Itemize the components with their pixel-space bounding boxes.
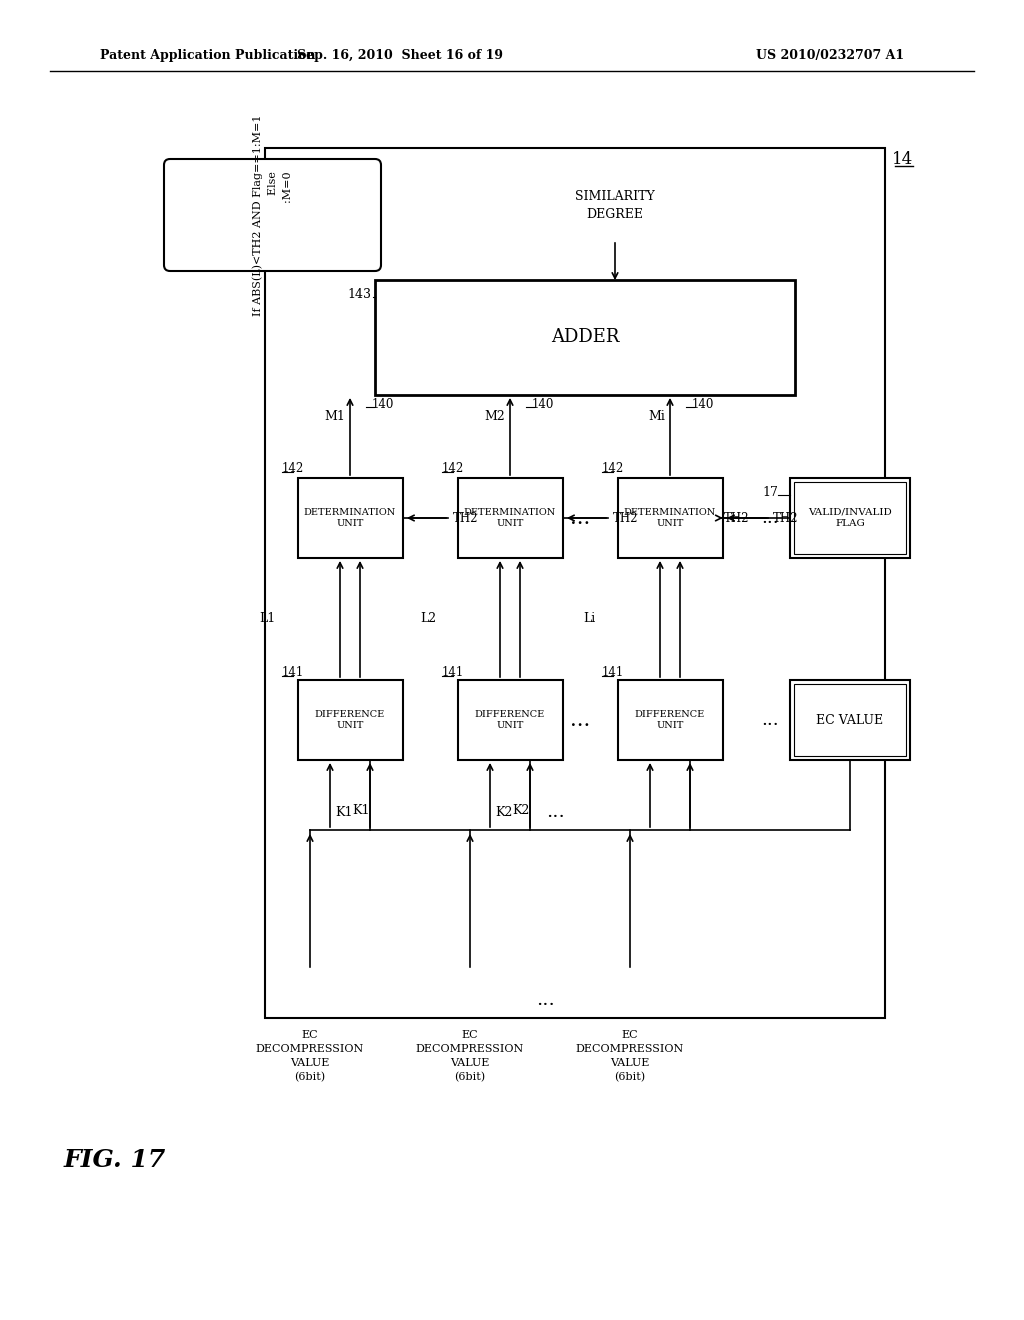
Text: TH2: TH2 <box>613 511 639 524</box>
Text: EC
DECOMPRESSION
VALUE
(6bit): EC DECOMPRESSION VALUE (6bit) <box>416 1030 524 1082</box>
Bar <box>278 458 418 789</box>
Text: TH2: TH2 <box>453 511 478 524</box>
Bar <box>458 478 563 558</box>
Text: K1: K1 <box>352 804 370 817</box>
Text: Li: Li <box>584 612 596 626</box>
Bar <box>618 478 723 558</box>
Bar <box>790 478 910 558</box>
Text: TH2: TH2 <box>773 511 799 524</box>
Text: 140: 140 <box>532 399 554 412</box>
Text: Sep. 16, 2010  Sheet 16 of 19: Sep. 16, 2010 Sheet 16 of 19 <box>297 49 503 62</box>
Text: If ABS(L)<TH2 AND Flag==1:M=1
                  Else
                :M=0: If ABS(L)<TH2 AND Flag==1:M=1 Else :M=0 <box>253 115 293 315</box>
Text: ...: ... <box>570 710 590 730</box>
Text: 141: 141 <box>602 665 625 678</box>
Text: 141: 141 <box>442 665 464 678</box>
Text: ...: ... <box>536 991 554 1008</box>
Text: DETERMINATION
UNIT: DETERMINATION UNIT <box>624 508 716 528</box>
FancyBboxPatch shape <box>164 158 381 271</box>
Bar <box>790 680 910 760</box>
Text: DETERMINATION
UNIT: DETERMINATION UNIT <box>304 508 396 528</box>
Bar <box>618 680 723 760</box>
Bar <box>458 680 563 760</box>
Bar <box>794 482 906 554</box>
Bar <box>298 478 403 558</box>
Text: K2: K2 <box>512 804 529 817</box>
Text: FIG. 17: FIG. 17 <box>63 1148 166 1172</box>
Text: M2: M2 <box>484 411 505 424</box>
Bar <box>265 148 885 1018</box>
Text: SIMILARITY
DEGREE: SIMILARITY DEGREE <box>575 190 655 220</box>
Text: 141: 141 <box>282 665 304 678</box>
Text: 17: 17 <box>762 487 778 499</box>
Text: K2: K2 <box>495 805 512 818</box>
Text: 142: 142 <box>442 462 464 474</box>
Text: K1: K1 <box>335 805 352 818</box>
Text: 140: 140 <box>692 399 715 412</box>
Bar <box>375 280 795 395</box>
Text: EC VALUE: EC VALUE <box>816 714 884 726</box>
Text: DIFFERENCE
UNIT: DIFFERENCE UNIT <box>635 710 706 730</box>
Text: ...: ... <box>570 508 590 528</box>
Text: 142: 142 <box>602 462 625 474</box>
Text: DIFFERENCE
UNIT: DIFFERENCE UNIT <box>314 710 385 730</box>
Text: M1: M1 <box>325 411 345 424</box>
Text: L2: L2 <box>420 612 436 626</box>
Text: EC
DECOMPRESSION
VALUE
(6bit): EC DECOMPRESSION VALUE (6bit) <box>256 1030 365 1082</box>
Text: 14: 14 <box>892 152 913 169</box>
Text: Patent Application Publication: Patent Application Publication <box>100 49 315 62</box>
Text: ...: ... <box>546 803 564 821</box>
Text: L1: L1 <box>260 612 276 626</box>
Text: ADDER: ADDER <box>551 329 620 346</box>
Text: VALID/INVALID
FLAG: VALID/INVALID FLAG <box>808 508 892 528</box>
Text: Mi: Mi <box>648 411 665 424</box>
Text: EC
DECOMPRESSION
VALUE
(6bit): EC DECOMPRESSION VALUE (6bit) <box>575 1030 684 1082</box>
Text: DETERMINATION
UNIT: DETERMINATION UNIT <box>464 508 556 528</box>
Bar <box>438 458 578 789</box>
Text: US 2010/0232707 A1: US 2010/0232707 A1 <box>756 49 904 62</box>
Text: 142: 142 <box>282 462 304 474</box>
Text: ...: ... <box>761 711 779 729</box>
Text: 143: 143 <box>347 289 371 301</box>
Text: ...: ... <box>761 510 779 527</box>
Text: TH2: TH2 <box>724 511 750 524</box>
Bar <box>794 684 906 756</box>
Bar <box>598 458 738 789</box>
Text: DIFFERENCE
UNIT: DIFFERENCE UNIT <box>475 710 545 730</box>
Bar <box>298 680 403 760</box>
Text: 140: 140 <box>372 399 394 412</box>
